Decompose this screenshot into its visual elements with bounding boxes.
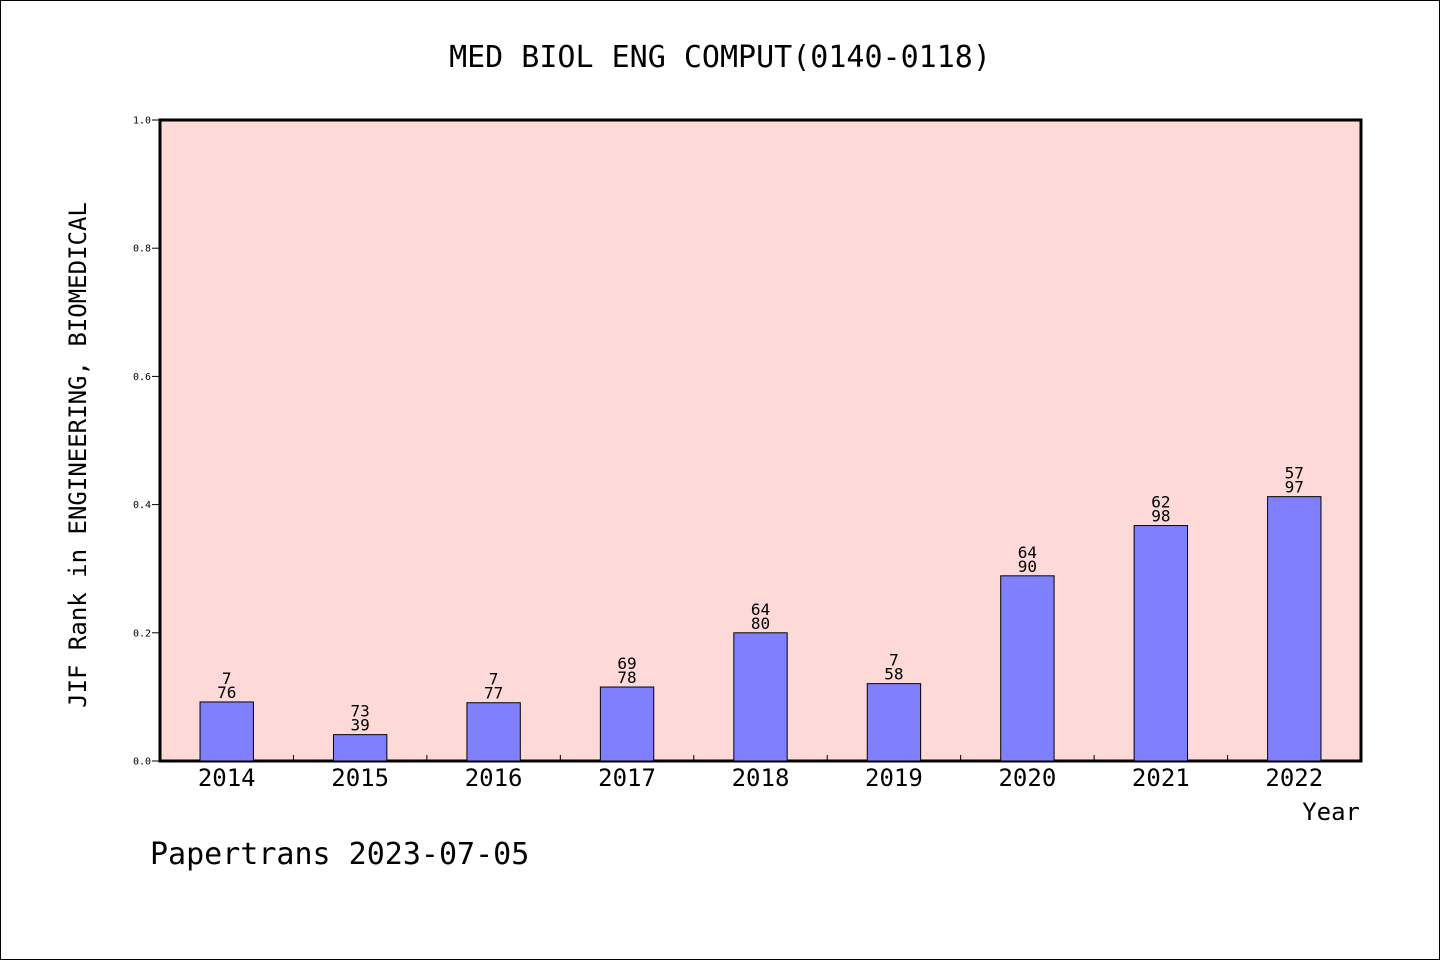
y-tick-label: 0.8 (133, 244, 151, 255)
bar-label-rank: 7 (889, 651, 899, 670)
bar-label-rank: 7 (222, 669, 232, 688)
bar-2016 (466, 702, 521, 762)
x-tick-label: 2019 (865, 764, 923, 792)
x-axis-label: Year (1302, 798, 1360, 826)
bar-label-rank: 57 (1285, 464, 1304, 483)
bar-2018 (733, 632, 788, 762)
y-tick-label: 0.6 (133, 372, 151, 383)
y-tick-label: 0.0 (133, 757, 151, 768)
x-tick-label: 2016 (465, 764, 523, 792)
bar-label-rank: 69 (617, 654, 636, 673)
bar-label-total: 76 (217, 683, 236, 702)
x-tick-label: 2022 (1265, 764, 1323, 792)
x-tick-label: 2014 (198, 764, 256, 792)
bar-label-rank: 73 (351, 702, 370, 721)
x-tick-label: 2015 (331, 764, 389, 792)
bar-label-total: 77 (484, 684, 503, 703)
bar-label-rank: 62 (1151, 493, 1170, 512)
bar-label-total: 98 (1151, 507, 1170, 526)
bar-label-rank: 64 (751, 600, 770, 619)
bar-label-total: 90 (1018, 557, 1037, 576)
bar-2014 (199, 701, 254, 762)
y-tick-label: 1.0 (133, 116, 151, 127)
bar-label-total: 58 (884, 665, 903, 684)
bar-label-rank: 7 (489, 670, 499, 689)
y-axis: 0.0 0.2 0.4 0.6 0.8 1.0 (133, 116, 160, 768)
x-tick-label: 2021 (1132, 764, 1190, 792)
bar-2017 (599, 686, 655, 762)
x-axis: 2014 2015 2016 2017 2018 2019 2020 2021 2022 (198, 755, 1323, 792)
y-tick-label: 0.4 (133, 500, 151, 511)
x-tick-label: 2017 (598, 764, 656, 792)
bar-2020 (1000, 575, 1055, 762)
bar-label-rank: 64 (1018, 543, 1037, 562)
bar-2021 (1133, 525, 1189, 762)
bar-label-total: 78 (617, 668, 636, 687)
bar-2022 (1267, 496, 1322, 762)
bar-2015 (332, 734, 388, 762)
y-tick-label: 0.2 (133, 628, 151, 639)
chart-title: MED BIOL ENG COMPUT(0140-0118) (449, 40, 991, 75)
bar-label-total: 97 (1285, 478, 1304, 497)
bar-label-total: 80 (751, 614, 770, 633)
x-tick-label: 2020 (998, 764, 1056, 792)
bar-2019 (866, 683, 922, 762)
y-axis-label: JIF Rank in ENGINEERING, BIOMEDICAL (64, 202, 92, 708)
bar-label-total: 39 (351, 716, 370, 735)
x-tick-label: 2018 (732, 764, 790, 792)
bars (199, 496, 1322, 762)
footer-text: Papertrans 2023-07-05 (150, 837, 529, 872)
